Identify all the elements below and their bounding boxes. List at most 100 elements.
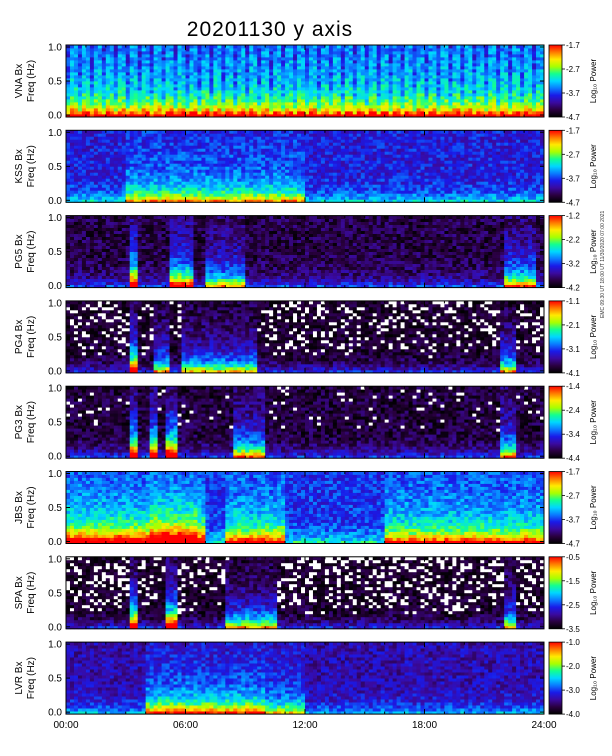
colorbar-label: Log₁₀ Power bbox=[589, 314, 598, 359]
spectrogram-lvr bbox=[66, 642, 545, 715]
colorbar bbox=[548, 641, 563, 715]
colorbar bbox=[548, 300, 563, 374]
spectrogram-jbs bbox=[66, 471, 545, 544]
freq-axis-label: Freq (Hz) bbox=[26, 60, 37, 102]
panel-pg5: 0.0 0.5 1.0 PG5 Bx Freq (Hz) -1.2 -2.2 -3.2 -4.2… bbox=[14, 212, 598, 293]
colorbar-tick-label: -1.4 bbox=[566, 382, 580, 391]
y-tick-label: 0.5 bbox=[48, 332, 62, 343]
colorbar-tick-label: -4.0 bbox=[566, 710, 580, 719]
colorbar bbox=[548, 471, 563, 544]
x-tick-label: 12:00 bbox=[292, 720, 317, 731]
y-tick-label: 1.0 bbox=[48, 213, 62, 224]
y-tick-label: 0.5 bbox=[48, 588, 62, 599]
station-label: VNA Bx bbox=[14, 64, 25, 98]
spectrogram-kss bbox=[66, 130, 545, 203]
colorbar-tick-label: -3.1 bbox=[566, 345, 580, 354]
colorbar-tick-label: -4.7 bbox=[566, 198, 580, 207]
colorbar-tick-label: -3.5 bbox=[566, 625, 580, 634]
y-tick-label: 1.0 bbox=[48, 640, 62, 651]
freq-axis-label: Freq (Hz) bbox=[26, 230, 37, 272]
panel-pg4: 0.0 0.5 1.0 PG4 Bx Freq (Hz) -1.1 -2.1 -3.1 -4.1… bbox=[14, 297, 598, 378]
x-tick-label: 06:00 bbox=[173, 720, 198, 731]
colorbar-tick-label: -3.4 bbox=[566, 430, 580, 439]
colorbar-tick-label: -4.1 bbox=[566, 369, 580, 378]
colorbar-tick-label: -0.5 bbox=[566, 553, 580, 562]
y-tick-label: 0.5 bbox=[48, 77, 62, 88]
colorbar-tick-label: -2.7 bbox=[566, 65, 580, 74]
spectrogram-pg4 bbox=[66, 300, 545, 374]
colorbar-label: Log₁₀ Power bbox=[589, 144, 598, 189]
y-tick-label: 1.0 bbox=[48, 128, 62, 139]
y-tick-label: 0.0 bbox=[48, 281, 62, 292]
colorbar-tick-label: -1.5 bbox=[566, 577, 580, 586]
y-tick-label: 1.0 bbox=[48, 384, 62, 395]
colorbar bbox=[548, 44, 563, 118]
y-tick-label: 0.5 bbox=[48, 247, 62, 258]
freq-axis-label: Freq (Hz) bbox=[26, 145, 37, 187]
colorbar bbox=[548, 215, 563, 289]
colorbar-label: Log₁₀ Power bbox=[589, 485, 598, 530]
colorbar-tick-label: -1.2 bbox=[566, 212, 580, 221]
colorbar-tick-label: -2.2 bbox=[566, 236, 580, 245]
y-tick-label: 0.5 bbox=[48, 418, 62, 429]
colorbar-tick-label: -4.7 bbox=[566, 113, 580, 122]
colorbar-label: Log₁₀ Power bbox=[589, 656, 598, 701]
y-tick-label: 0.5 bbox=[48, 162, 62, 173]
colorbar-tick-label: -3.0 bbox=[566, 686, 580, 695]
y-tick-label: 0.0 bbox=[48, 111, 62, 122]
colorbar bbox=[548, 129, 563, 203]
panel-vna: 0.0 0.5 1.0 VNA Bx Freq (Hz) -1.7 -2.7 -3.7 -4.7… bbox=[14, 41, 598, 122]
colorbar-tick-label: -2.7 bbox=[566, 492, 580, 501]
colorbar-label: Log₁₀ Power bbox=[589, 59, 598, 104]
y-tick-label: 1.0 bbox=[48, 298, 62, 309]
colorbar-tick-label: -4.2 bbox=[566, 284, 580, 293]
colorbar-tick-label: -1.0 bbox=[566, 638, 580, 647]
station-label: PG5 Bx bbox=[14, 234, 25, 268]
x-tick-label: 00:00 bbox=[53, 720, 78, 731]
panel-pg3: 0.0 0.5 1.0 PG3 Bx Freq (Hz) -1.4 -2.4 -3.4 -4.4… bbox=[14, 382, 598, 463]
colorbar-tick-label: -3.2 bbox=[566, 260, 580, 269]
station-label: PG4 Bx bbox=[14, 320, 25, 354]
colorbar-tick-label: -2.1 bbox=[566, 321, 580, 330]
spectrogram-pg5 bbox=[66, 215, 545, 288]
colorbar-tick-label: -3.7 bbox=[566, 89, 580, 98]
colorbar-label: Log₁₀ Power bbox=[589, 400, 598, 445]
colorbar-tick-label: -4.4 bbox=[566, 454, 580, 463]
colorbar-tick-label: -3.7 bbox=[566, 516, 580, 525]
colorbar-tick-label: -1.7 bbox=[566, 41, 580, 50]
colorbar bbox=[548, 385, 563, 459]
colorbar-tick-label: -2.0 bbox=[566, 662, 580, 671]
y-tick-label: 0.0 bbox=[48, 622, 62, 633]
freq-axis-label: Freq (Hz) bbox=[26, 401, 37, 443]
colorbar-tick-label: -1.1 bbox=[566, 297, 580, 306]
chart-title: 20201130 y axis bbox=[0, 18, 540, 42]
colorbar-tick-label: -4.7 bbox=[566, 540, 580, 549]
station-label: PG3 Bx bbox=[14, 405, 25, 439]
spectrogram-vna bbox=[66, 45, 545, 118]
station-label: KSS Bx bbox=[14, 149, 25, 183]
y-tick-label: 1.0 bbox=[48, 554, 62, 565]
colorbar bbox=[548, 556, 563, 630]
colorbar-tick-label: -1.7 bbox=[566, 126, 580, 135]
panel-lvr: 0.0 0.5 1.0 LVR Bx Freq (Hz) -1.0 -2.0 -3.0 -4.0… bbox=[14, 638, 598, 719]
station-label: LVR Bx bbox=[14, 662, 25, 695]
y-tick-label: 1.0 bbox=[48, 43, 62, 54]
y-tick-label: 0.5 bbox=[48, 503, 62, 514]
freq-axis-label: Freq (Hz) bbox=[26, 316, 37, 358]
station-label: SPA Bx bbox=[14, 576, 25, 609]
station-label: JBS Bx bbox=[14, 491, 25, 524]
colorbar-tick-label: -2.5 bbox=[566, 601, 580, 610]
y-tick-label: 0.5 bbox=[48, 674, 62, 685]
freq-axis-label: Freq (Hz) bbox=[26, 486, 37, 528]
colorbar-tick-label: -3.7 bbox=[566, 174, 580, 183]
panel-kss: 0.0 0.5 1.0 KSS Bx Freq (Hz) -1.7 -2.7 -3.7 -4.7… bbox=[14, 126, 598, 207]
spectrogram-spa bbox=[66, 556, 545, 630]
panel-jbs: 0.0 0.5 1.0 JBS Bx Freq (Hz) -1.7 -2.7 -3.7 -4.7… bbox=[14, 468, 598, 549]
colorbar-label: Log₁₀ Power bbox=[589, 229, 598, 274]
x-tick-label: 18:00 bbox=[412, 720, 437, 731]
y-tick-label: 1.0 bbox=[48, 469, 62, 480]
colorbar-tick-label: -2.4 bbox=[566, 406, 580, 415]
y-tick-label: 0.0 bbox=[48, 537, 62, 548]
y-tick-label: 0.0 bbox=[48, 196, 62, 207]
